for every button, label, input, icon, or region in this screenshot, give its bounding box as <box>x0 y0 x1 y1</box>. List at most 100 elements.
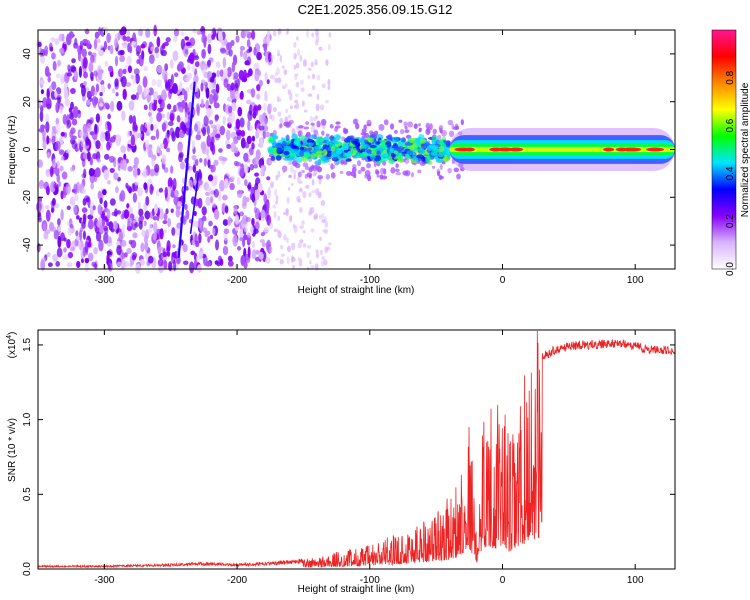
heatmap-cell <box>189 261 195 274</box>
heatmap-cell <box>82 230 86 240</box>
heatmap-cell <box>310 125 315 133</box>
heatmap-cell <box>394 136 399 143</box>
heatmap-cell <box>120 145 127 154</box>
heatmap-cell <box>188 167 193 173</box>
heatmap-cell <box>311 32 315 38</box>
heatmap-cell <box>60 73 65 85</box>
heatmap-cell <box>143 87 147 98</box>
heatmap-cell <box>304 166 311 171</box>
heatmap-cell <box>261 242 267 247</box>
heatmap-cell <box>275 257 280 261</box>
heatmap-cell <box>125 82 132 87</box>
heatmap-cell <box>129 45 133 54</box>
heatmap-cell <box>85 136 90 146</box>
heatmap-cell <box>177 200 183 207</box>
spectrogram-heatmap <box>35 24 675 275</box>
heatmap-cell <box>179 130 185 139</box>
heatmap-cell <box>93 38 98 50</box>
heatmap-cell <box>438 146 445 153</box>
heatmap-cell <box>235 35 240 43</box>
heatmap-cell <box>397 142 404 146</box>
heatmap-cell <box>45 169 51 178</box>
colorbar-tick-label: 0.0 <box>725 262 736 276</box>
heatmap-cell <box>140 215 145 221</box>
heatmap-cell <box>231 175 236 180</box>
heatmap-cell <box>294 162 301 169</box>
heatmap-cell <box>224 205 229 214</box>
heatmap-cell <box>395 171 402 176</box>
heatmap-cell <box>310 122 315 126</box>
heatmap-cell <box>103 169 110 181</box>
heatmap-cell <box>256 93 261 100</box>
heatmap-cell <box>315 252 320 259</box>
heatmap-cell <box>141 229 146 237</box>
heatmap-cell <box>334 126 339 132</box>
heatmap-cell <box>79 40 84 51</box>
heatmap-cell <box>75 215 80 220</box>
heatmap-cell <box>136 51 140 57</box>
heatmap-hotspot <box>463 147 475 152</box>
heatmap-cell <box>109 100 115 112</box>
spectrogram-y-tick-label: 20 <box>22 96 33 108</box>
heatmap-cell <box>99 102 104 107</box>
heatmap-cell <box>288 160 292 166</box>
heatmap-cell <box>75 230 79 237</box>
heatmap-cell <box>57 218 61 226</box>
heatmap-cell <box>116 261 122 267</box>
heatmap-cell <box>134 73 140 84</box>
heatmap-cell <box>40 55 46 64</box>
heatmap-cell <box>236 78 241 85</box>
spectrogram-x-tick-label: -200 <box>227 275 247 286</box>
heatmap-hotspot <box>623 147 642 152</box>
heatmap-cell <box>141 50 145 60</box>
heatmap-cell <box>158 263 164 274</box>
heatmap-cell <box>189 53 194 63</box>
heatmap-cell <box>230 82 235 91</box>
heatmap-cell <box>220 47 226 54</box>
heatmap-cell <box>56 173 61 183</box>
heatmap-cell <box>302 229 306 234</box>
snr-panel: -300 -200 -100 0 100 0.0 0.5 1.0 1.5 Height of … <box>6 329 676 595</box>
heatmap-cell <box>81 48 87 58</box>
heatmap-cell <box>210 164 216 173</box>
heatmap-cell <box>194 233 198 245</box>
snr-y-tick-label: 0.0 <box>22 562 33 576</box>
heatmap-cell <box>115 92 119 97</box>
heatmap-cell <box>172 177 177 190</box>
heatmap-cell <box>283 157 291 161</box>
heatmap-cell <box>136 132 143 139</box>
heatmap-cell <box>51 197 56 206</box>
heatmap-cell <box>370 154 376 160</box>
heatmap-cell <box>122 68 127 75</box>
heatmap-cell <box>54 166 60 177</box>
heatmap-cell <box>277 215 280 221</box>
heatmap-cell <box>42 138 47 151</box>
heatmap-cell <box>140 242 145 253</box>
heatmap-cell <box>206 134 212 147</box>
heatmap-cell <box>249 163 255 171</box>
heatmap-cell <box>288 174 292 178</box>
heatmap-cell <box>438 174 443 181</box>
heatmap-cell <box>130 134 136 146</box>
heatmap-cell <box>180 31 185 36</box>
heatmap-cell <box>116 244 122 256</box>
heatmap-cell <box>38 181 45 189</box>
heatmap-cell <box>91 261 97 267</box>
heatmap-cell <box>193 178 197 186</box>
heatmap-cell <box>325 133 330 137</box>
heatmap-cell <box>103 200 108 209</box>
heatmap-cell <box>431 136 438 142</box>
heatmap-cell <box>327 85 331 91</box>
heatmap-cell <box>239 90 244 100</box>
heatmap-cell <box>272 204 276 209</box>
heatmap-cell <box>57 226 62 232</box>
heatmap-cell <box>149 211 154 219</box>
heatmap-cell <box>270 74 274 79</box>
heatmap-cell <box>282 212 287 216</box>
heatmap-cell <box>163 212 168 221</box>
heatmap-cell <box>66 238 71 249</box>
heatmap-cell <box>132 168 138 177</box>
heatmap-cell <box>65 149 72 154</box>
heatmap-cell <box>70 87 76 95</box>
heatmap-cell <box>319 249 324 256</box>
